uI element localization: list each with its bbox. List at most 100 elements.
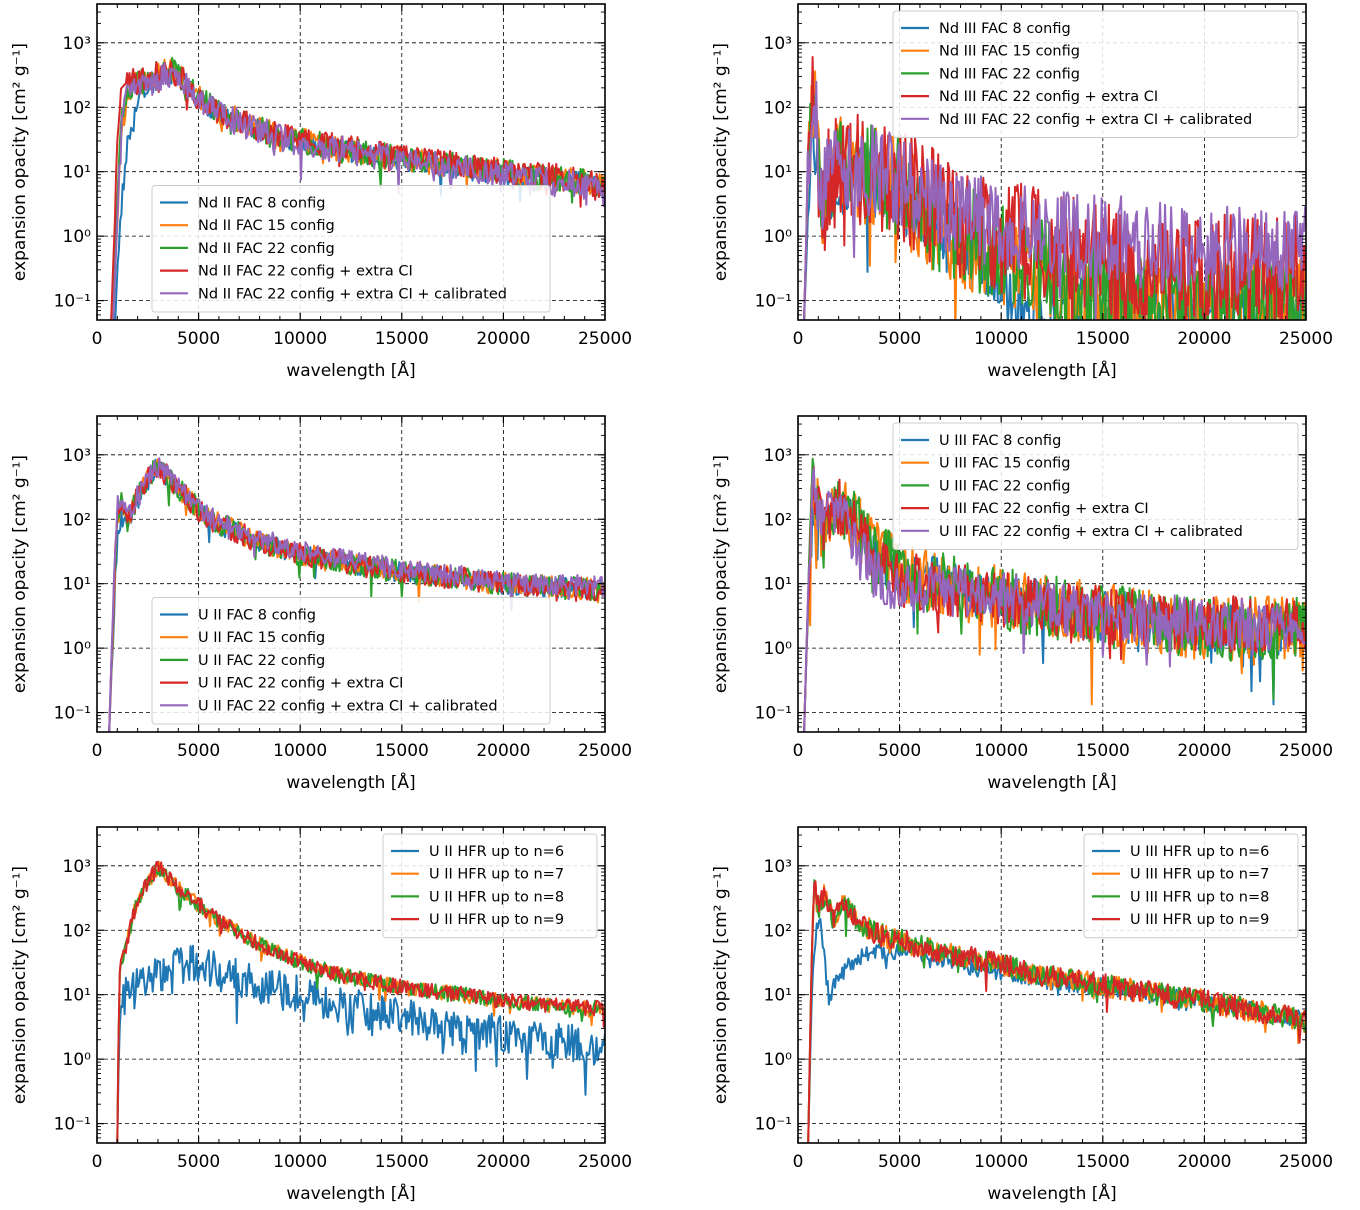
legend-label: Nd II FAC 22 config + extra CI	[198, 264, 413, 280]
legend-label: Nd II FAC 8 config	[198, 196, 325, 212]
y-axis-label: expansion opacity [cm² g⁻¹]	[711, 866, 731, 1104]
legend: Nd III FAC 8 config Nd III FAC 15 config N…	[892, 10, 1299, 138]
panel-c: 0 5000 10000 15000 20000 25000 10⁻¹ 10⁰ 10¹ 10² 10…	[10, 415, 632, 793]
y-tick-label: 10³	[63, 34, 91, 54]
x-tick-label: 10000	[273, 329, 327, 349]
y-tick-label: 10¹	[764, 986, 792, 1006]
x-axis-label: wavelength [Å]	[286, 359, 415, 381]
y-tick-label: 10¹	[63, 163, 91, 183]
legend-label: U III FAC 22 config + extra CI + calibra…	[939, 524, 1243, 540]
axes-frame	[96, 3, 606, 321]
series-group	[108, 457, 605, 732]
x-tick-label: 5000	[177, 741, 220, 761]
ticks	[797, 3, 1307, 321]
legend: U III HFR up to n=6 U III HFR up to n=7 U …	[1083, 833, 1299, 939]
legend-label: U II FAC 15 config	[198, 630, 325, 646]
x-tick-label: 25000	[578, 329, 632, 349]
axes-frame	[797, 3, 1307, 321]
x-tick-label: 0	[92, 741, 103, 761]
legend-label: Nd III FAC 22 config + extra CI	[939, 89, 1158, 105]
legend: Nd II FAC 8 config Nd II FAC 15 config Nd …	[151, 185, 551, 313]
x-axis-label: wavelength [Å]	[987, 359, 1116, 381]
legend-label: Nd III FAC 15 config	[939, 44, 1080, 60]
x-tick-label: 0	[92, 329, 103, 349]
legend-box	[382, 833, 598, 939]
legend-label: U III HFR up to n=6	[1130, 844, 1269, 860]
x-tick-label: 20000	[1177, 1152, 1231, 1172]
legend-label: Nd II FAC 15 config	[198, 218, 335, 234]
x-tick-label: 20000	[476, 329, 530, 349]
x-axis-label: wavelength [Å]	[987, 771, 1116, 793]
y-tick-label: 10²	[764, 98, 792, 118]
x-tick-label: 0	[793, 329, 804, 349]
y-tick-label: 10³	[764, 34, 792, 54]
y-axis-label: expansion opacity [cm² g⁻¹]	[10, 43, 30, 281]
y-tick-label: 10⁰	[764, 639, 793, 659]
x-tick-label: 20000	[476, 741, 530, 761]
x-axis-label: wavelength [Å]	[286, 1182, 415, 1204]
x-tick-label: 25000	[578, 741, 632, 761]
legend-label: U II FAC 22 config + extra CI + calibrat…	[198, 698, 498, 714]
legend-box	[892, 422, 1299, 550]
x-axis-label: wavelength [Å]	[286, 771, 415, 793]
ticks	[797, 826, 1307, 1144]
legend: U II FAC 8 config U II FAC 15 config U II …	[151, 597, 551, 725]
legend-box	[151, 597, 551, 725]
y-tick-label: 10⁰	[63, 639, 92, 659]
x-tick-label: 15000	[1076, 1152, 1130, 1172]
y-tick-label: 10⁻¹	[54, 1115, 91, 1135]
series-line	[116, 864, 605, 1143]
x-tick-label: 10000	[273, 741, 327, 761]
x-tick-label: 20000	[1177, 741, 1231, 761]
legend-label: U III FAC 22 config + extra CI	[939, 501, 1149, 517]
y-tick-label: 10⁻¹	[755, 1115, 792, 1135]
legend: U III FAC 8 config U III FAC 15 config U I…	[892, 422, 1299, 550]
series-line	[116, 860, 605, 1143]
panel-a: 0 5000 10000 15000 20000 25000 10⁻¹ 10⁰ 10¹ 10² 10…	[10, 3, 632, 381]
y-tick-label: 10⁻¹	[755, 704, 792, 724]
y-tick-label: 10²	[764, 510, 792, 530]
legend-label: Nd II FAC 22 config	[198, 241, 335, 257]
legend-label: U II FAC 22 config + extra CI	[198, 676, 403, 692]
x-tick-label: 10000	[974, 1152, 1028, 1172]
x-tick-label: 0	[92, 1152, 103, 1172]
series-line	[112, 62, 605, 320]
ticks	[96, 826, 606, 1144]
axes-frame	[797, 826, 1307, 1144]
series-line	[807, 880, 1306, 1143]
legend-label: U III HFR up to n=7	[1130, 867, 1269, 883]
ticks	[96, 415, 606, 733]
legend: U II HFR up to n=6 U II HFR up to n=7 U II…	[382, 833, 598, 939]
series-group	[803, 457, 1306, 732]
x-tick-label: 25000	[1279, 741, 1333, 761]
ticks	[797, 415, 1307, 733]
y-tick-label: 10³	[63, 446, 91, 466]
y-tick-label: 10¹	[764, 163, 792, 183]
panel-f: 0 5000 10000 15000 20000 25000 10⁻¹ 10⁰ 10¹ 10² 10…	[711, 826, 1333, 1204]
x-tick-label: 25000	[1279, 1152, 1333, 1172]
x-tick-label: 15000	[375, 329, 429, 349]
legend-label: U II HFR up to n=6	[429, 844, 564, 860]
y-axis-label: expansion opacity [cm² g⁻¹]	[711, 455, 731, 693]
x-tick-label: 5000	[878, 329, 921, 349]
x-tick-label: 15000	[1076, 741, 1130, 761]
panel-d: 0 5000 10000 15000 20000 25000 10⁻¹ 10⁰ 10¹ 10² 10…	[711, 415, 1333, 793]
y-tick-label: 10¹	[63, 986, 91, 1006]
series-line	[803, 467, 1306, 732]
axes-frame	[96, 826, 606, 1144]
legend-label: U III FAC 8 config	[939, 433, 1061, 449]
series-line	[807, 917, 1306, 1143]
x-tick-label: 25000	[578, 1152, 632, 1172]
y-tick-label: 10³	[764, 446, 792, 466]
legend-label: U III HFR up to n=9	[1130, 912, 1269, 928]
y-tick-label: 10³	[764, 857, 792, 877]
y-tick-label: 10¹	[63, 575, 91, 595]
y-tick-label: 10⁰	[764, 227, 793, 247]
series-line	[116, 944, 605, 1143]
y-tick-label: 10⁻¹	[755, 292, 792, 312]
series-group	[116, 860, 605, 1143]
x-tick-label: 15000	[375, 741, 429, 761]
y-tick-label: 10⁰	[764, 1050, 793, 1070]
y-tick-label: 10²	[63, 98, 91, 118]
